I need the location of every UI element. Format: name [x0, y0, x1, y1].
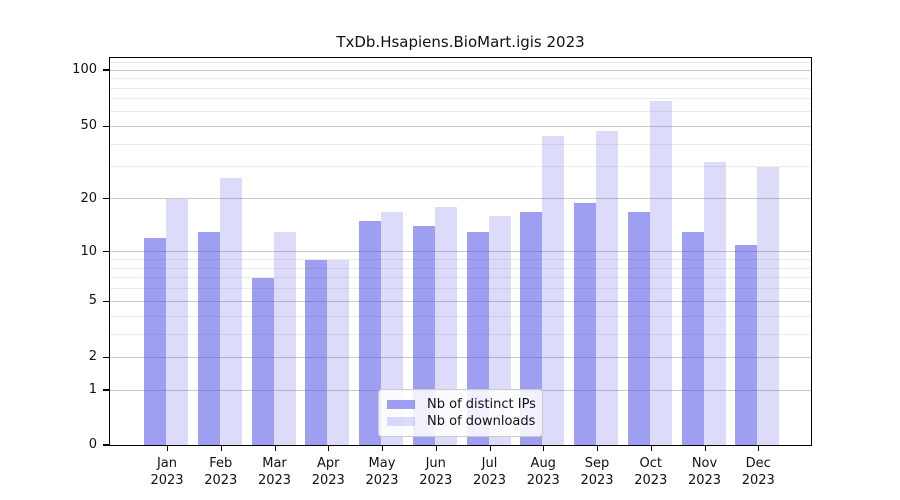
y-gridline-minor — [110, 98, 811, 100]
bar-distinct-ips — [574, 202, 596, 445]
bar-downloads — [596, 131, 618, 445]
x-tick-label: Jan 2023 — [150, 456, 184, 488]
legend-item: Nb of downloads — [387, 413, 536, 430]
x-tick-label: Jun 2023 — [419, 456, 453, 488]
bar-distinct-ips — [144, 238, 166, 445]
y-tick-label: 2 — [88, 349, 97, 365]
bar-downloads — [542, 136, 565, 445]
y-tick-mark — [103, 198, 110, 200]
y-tick-label: 0 — [88, 437, 97, 452]
x-tick-mark — [167, 446, 169, 451]
y-gridline-major — [110, 69, 811, 71]
bar-distinct-ips — [520, 211, 543, 445]
x-tick-mark — [382, 446, 384, 451]
legend-swatch — [387, 400, 415, 409]
x-tick-label: May 2023 — [365, 456, 399, 488]
y-gridline-minor — [110, 143, 811, 145]
y-tick-mark — [103, 125, 110, 127]
legend-label: Nb of distinct IPs — [427, 397, 536, 412]
y-gridline-minor — [110, 315, 811, 317]
x-tick-mark — [274, 446, 276, 451]
bar-distinct-ips — [735, 244, 758, 445]
bar-downloads — [757, 166, 780, 445]
x-tick-label: Oct 2023 — [634, 456, 668, 488]
y-tick-label: 20 — [80, 190, 97, 206]
x-tick-mark — [435, 446, 437, 451]
y-gridline-major — [110, 198, 811, 200]
y-gridline-minor — [110, 87, 811, 89]
x-tick-mark — [704, 446, 706, 451]
x-tick-mark — [489, 446, 491, 451]
bar-downloads — [166, 198, 188, 445]
bar-downloads — [327, 259, 350, 445]
y-gridline-minor — [110, 110, 811, 112]
bar-downloads — [381, 211, 403, 445]
legend-swatch — [387, 417, 415, 426]
y-gridline-minor — [110, 259, 811, 261]
y-tick-label: 50 — [80, 118, 97, 134]
y-tick-mark — [103, 389, 110, 391]
y-gridline-major — [110, 125, 811, 127]
y-gridline-minor — [110, 267, 811, 269]
x-tick-label: Mar 2023 — [257, 456, 292, 488]
y-gridline-major — [110, 300, 811, 302]
x-tick-label: Aug 2023 — [526, 456, 560, 488]
plot-area: Nb of distinct IPs Nb of downloads — [109, 57, 812, 446]
y-gridline-major — [110, 356, 811, 358]
y-gridline-major — [110, 251, 811, 253]
x-tick-label: Apr 2023 — [311, 456, 345, 488]
bar-distinct-ips — [627, 211, 650, 445]
bar-distinct-ips — [305, 259, 328, 445]
y-tick-mark — [103, 69, 110, 71]
bar-downloads — [649, 101, 672, 445]
chart-title: TxDb.Hsapiens.BioMart.igis 2023 — [336, 33, 585, 51]
x-tick-mark — [328, 446, 330, 451]
y-gridline-minor — [110, 288, 811, 290]
legend-label: Nb of downloads — [427, 414, 536, 429]
x-tick-mark — [220, 446, 222, 451]
bar-downloads — [434, 207, 457, 445]
legend-item: Nb of distinct IPs — [387, 396, 536, 413]
bar-distinct-ips — [251, 277, 274, 445]
x-tick-label: Nov 2023 — [687, 456, 722, 488]
y-tick-label: 5 — [88, 293, 97, 309]
bar-downloads — [488, 216, 511, 445]
x-tick-label: Jul 2023 — [472, 456, 507, 488]
x-tick-mark — [650, 446, 652, 451]
x-tick-label: Sep 2023 — [580, 456, 614, 488]
x-tick-mark — [758, 446, 760, 451]
y-tick-label: 1 — [88, 382, 97, 398]
y-tick-mark — [103, 251, 110, 253]
y-gridline-minor — [110, 333, 811, 335]
bar-distinct-ips — [681, 232, 704, 445]
y-tick-mark — [103, 300, 110, 302]
y-gridline-minor — [110, 166, 811, 168]
x-tick-mark — [543, 446, 545, 451]
y-gridline-minor — [110, 61, 811, 63]
y-tick-label: 10 — [80, 243, 97, 259]
y-gridline-minor — [110, 277, 811, 279]
x-tick-label: Dec 2023 — [741, 456, 775, 488]
bar-downloads — [703, 161, 726, 445]
bar-distinct-ips — [197, 232, 220, 445]
y-tick-mark — [103, 356, 110, 359]
x-tick-label: Feb 2023 — [204, 456, 238, 488]
y-tick-mark — [103, 444, 110, 446]
x-tick-mark — [597, 446, 599, 451]
y-tick-label: 100 — [72, 62, 97, 78]
y-gridline-minor — [110, 78, 811, 80]
bar-downloads — [273, 232, 296, 445]
bar-downloads — [219, 178, 242, 445]
legend: Nb of distinct IPs Nb of downloads — [378, 389, 543, 437]
bar-distinct-ips — [359, 221, 381, 445]
